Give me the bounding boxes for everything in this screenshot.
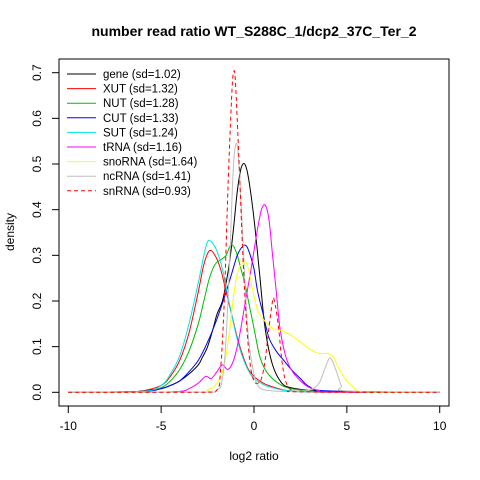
legend-entry: CUT (sd=1.33) — [103, 113, 179, 125]
legend: gene (sd=1.02) XUT (sd=1.32) NUT (sd=1.28)… — [67, 69, 197, 198]
y-tick-label: 0.0 — [30, 384, 44, 401]
y-tick-label: 0.1 — [30, 338, 44, 355]
y-axis-label: density — [3, 213, 17, 251]
y-tick-label: 0.4 — [30, 201, 44, 218]
x-tick-label: 10 — [433, 419, 447, 433]
x-tick-label: 0 — [251, 419, 258, 433]
series-line-8 — [68, 70, 440, 393]
chart-title: number read ratio WT_S288C_1/dcp2_37C_Te… — [92, 23, 417, 39]
legend-entry: snRNA (sd=0.93) — [103, 186, 191, 198]
series-line-5 — [68, 204, 440, 393]
legend-entry: gene (sd=1.02) — [103, 69, 181, 81]
legend-entry: tRNA (sd=1.16) — [103, 142, 182, 154]
y-tick-label: 0.5 — [30, 155, 44, 172]
legend-entry: NUT (sd=1.28) — [103, 98, 179, 110]
series-lines — [68, 70, 440, 393]
series-line-2 — [68, 244, 440, 393]
legend-entry: snoRNA (sd=1.64) — [103, 157, 197, 169]
legend-entry: SUT (sd=1.24) — [103, 127, 178, 139]
x-tick-label: -5 — [156, 419, 167, 433]
plot-frame — [58, 58, 450, 407]
axis-ticks: -10 -5 0 5 10 0.0 0.1 0.2 0.3 0.4 0.5 0.6 0.7 — [30, 64, 447, 433]
y-tick-label: 0.3 — [30, 247, 44, 264]
series-line-7 — [68, 142, 440, 393]
legend-entry: ncRNA (sd=1.41) — [103, 171, 191, 183]
y-tick-label: 0.2 — [30, 292, 44, 309]
y-tick-label: 0.6 — [30, 110, 44, 127]
y-tick-label: 0.7 — [30, 64, 44, 81]
legend-entry: XUT (sd=1.32) — [103, 84, 178, 96]
x-axis-label: log2 ratio — [229, 449, 279, 463]
x-tick-label: 5 — [344, 419, 351, 433]
x-tick-label: -10 — [60, 419, 78, 433]
